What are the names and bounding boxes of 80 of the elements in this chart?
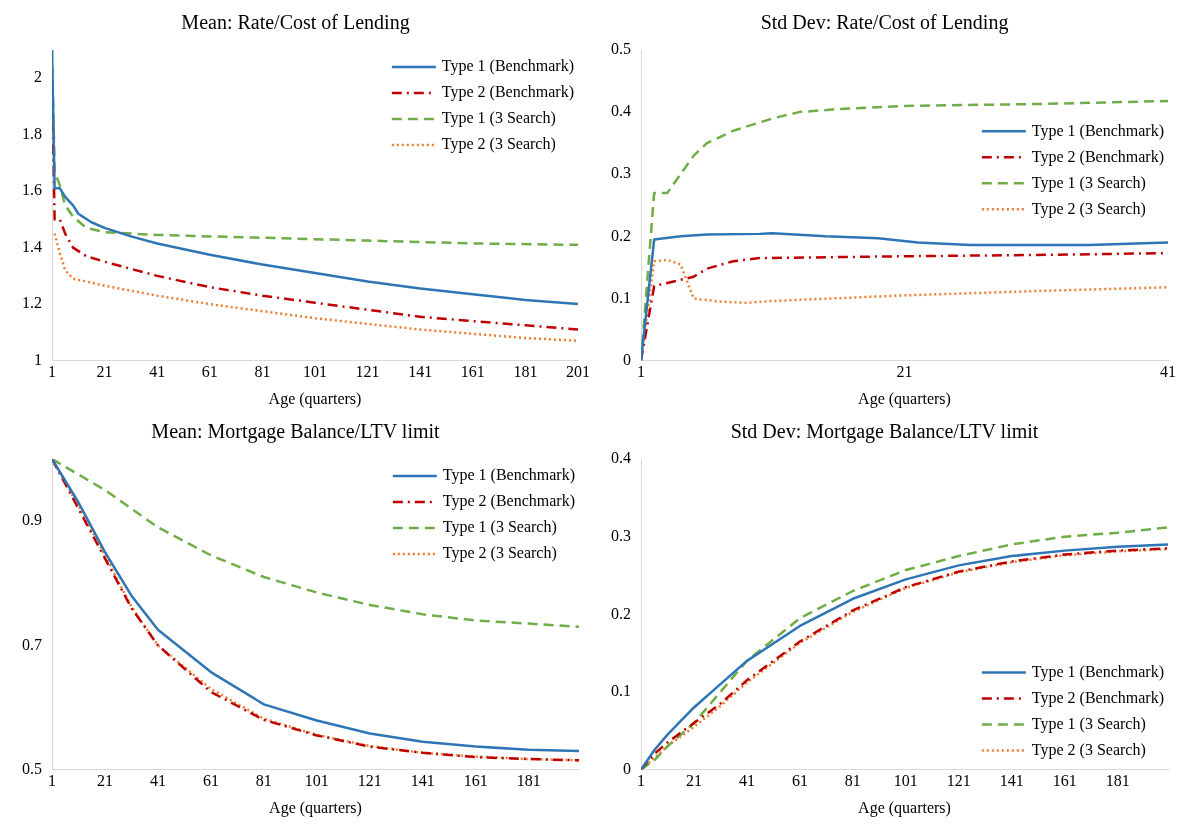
legend-label: Type 1 (Benchmark): [442, 466, 576, 485]
y-tick-label: 0.7: [22, 635, 42, 653]
line-series: [52, 459, 579, 628]
legend-label: Type 1 (Benchmark): [1031, 121, 1165, 140]
line-series: [53, 232, 578, 343]
y-tick-label: 0.5: [611, 40, 631, 58]
legend-label: Type 1 (Benchmark): [1031, 662, 1165, 681]
x-tick-label: 41: [738, 772, 755, 790]
legend-label: Type 2 (3 Search): [442, 544, 557, 563]
x-tick-label: 41: [1160, 363, 1176, 381]
x-axis-title: Age (quarters): [268, 389, 362, 408]
legend-label: Type 1 (3 Search): [441, 109, 556, 128]
chart-title: Std Dev: Rate/Cost of Lending: [760, 11, 1009, 35]
x-tick-label: 1: [48, 772, 56, 790]
x-tick-label: 161: [1052, 772, 1077, 790]
y-tick-label: 0.4: [611, 449, 631, 467]
x-tick-label: 161: [460, 363, 485, 381]
x-tick-label: 21: [96, 772, 113, 790]
x-tick-label: 41: [149, 363, 166, 381]
x-axis-title: Age (quarters): [858, 798, 951, 817]
x-tick-label: 81: [254, 363, 271, 381]
x-tick-label: 101: [303, 363, 327, 381]
x-tick-label: 61: [791, 772, 808, 790]
x-tick-label: 21: [685, 772, 702, 790]
y-tick-label: 0.4: [611, 102, 631, 120]
x-tick-label: 1: [48, 363, 56, 381]
y-tick-label: 0: [623, 350, 631, 368]
y-tick-label: 1: [34, 350, 42, 368]
y-tick-label: 0.3: [611, 164, 631, 182]
x-tick-label: 121: [357, 772, 382, 790]
x-tick-label: 141: [410, 772, 435, 790]
chart-title: Std Dev: Mortgage Balance/LTV limit: [730, 420, 1039, 444]
x-tick-label: 21: [896, 363, 913, 381]
y-tick-label: 1.4: [22, 237, 42, 255]
x-tick-label: 61: [202, 772, 219, 790]
x-tick-label: 41: [149, 772, 166, 790]
x-tick-label: 141: [999, 772, 1024, 790]
y-tick-label: 0.9: [22, 511, 42, 529]
y-tick-label: 0.1: [611, 288, 631, 306]
y-tick-label: 0.1: [611, 682, 631, 700]
y-tick-label: 1.6: [22, 181, 42, 199]
y-tick-label: 0.3: [611, 526, 631, 544]
x-tick-label: 161: [463, 772, 488, 790]
x-tick-label: 101: [893, 772, 918, 790]
legend-label: Type 1 (3 Search): [1031, 173, 1146, 192]
chart-title: Mean: Rate/Cost of Lending: [181, 11, 410, 35]
x-tick-label: 81: [255, 772, 272, 790]
legend-label: Type 2 (Benchmark): [1031, 688, 1165, 707]
x-tick-label: 181: [513, 363, 538, 381]
y-tick-label: 1.2: [22, 294, 42, 312]
x-tick-label: 181: [1105, 772, 1130, 790]
x-tick-label: 21: [96, 363, 113, 381]
y-tick-label: 0.2: [611, 604, 631, 622]
y-tick-label: 0.2: [611, 226, 631, 244]
y-tick-label: 1.8: [22, 124, 42, 142]
legend-label: Type 1 (3 Search): [1031, 714, 1146, 733]
legend-label: Type 2 (3 Search): [1031, 199, 1146, 218]
y-tick-label: 2: [34, 68, 42, 86]
legend-label: Type 2 (3 Search): [1031, 740, 1146, 759]
x-tick-label: 1: [637, 772, 645, 790]
x-tick-label: 121: [355, 363, 380, 381]
x-tick-label: 181: [516, 772, 541, 790]
x-tick-label: 81: [844, 772, 861, 790]
x-tick-label: 141: [408, 363, 433, 381]
y-tick-label: 0: [623, 759, 631, 777]
x-axis-title: Age (quarters): [858, 389, 951, 408]
x-tick-label: 121: [946, 772, 971, 790]
legend-label: Type 1 (Benchmark): [441, 57, 575, 76]
x-tick-label: 1: [637, 363, 645, 381]
chart-title: Mean: Mortgage Balance/LTV limit: [151, 420, 441, 444]
legend-label: Type 2 (Benchmark): [1031, 147, 1165, 166]
legend-label: Type 2 (Benchmark): [442, 492, 576, 511]
legend-label: Type 1 (3 Search): [442, 518, 557, 537]
x-tick-label: 101: [304, 772, 329, 790]
x-tick-label: 61: [201, 363, 218, 381]
x-axis-title: Age (quarters): [269, 798, 362, 817]
legend-label: Type 2 (3 Search): [441, 135, 556, 154]
legend-label: Type 2 (Benchmark): [441, 83, 575, 102]
y-tick-label: 0.5: [22, 759, 42, 777]
x-tick-label: 201: [566, 363, 590, 381]
